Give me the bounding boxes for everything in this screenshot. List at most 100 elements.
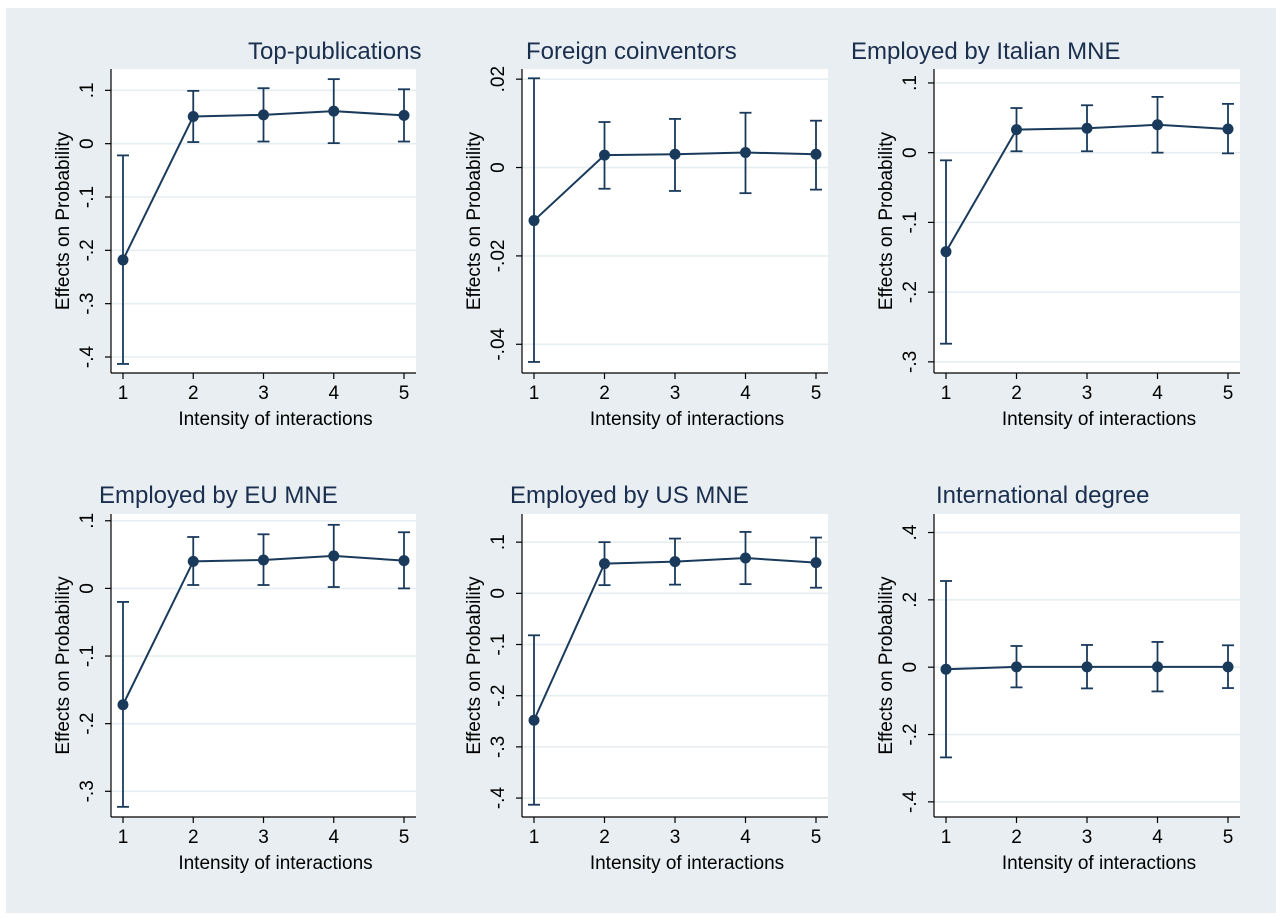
x-tick-label: 2: [1011, 383, 1022, 404]
data-point: [328, 105, 340, 117]
y-tick-label: 0: [488, 162, 509, 173]
data-point: [117, 254, 129, 266]
x-axis-title: Intensity of interactions: [178, 853, 372, 874]
x-tick-label: 4: [1152, 827, 1163, 848]
chart-title: Employed by EU MNE: [99, 482, 338, 509]
chart-panel-6: .4 .2 0 -.2 -.4 1 2 3 4 5 Intensity of interaction…: [876, 482, 1240, 874]
y-axis-title: Effects on Probability: [876, 576, 897, 755]
chart-title: Top-publications: [248, 38, 421, 65]
x-tick-label: 5: [399, 827, 410, 848]
x-tick-label: 4: [328, 827, 339, 848]
x-tick-label: 3: [258, 827, 269, 848]
y-tick-label: -.1: [77, 186, 98, 208]
y-tick-label: -.3: [77, 293, 98, 315]
data-point: [599, 558, 610, 570]
x-tick-label: 1: [941, 383, 952, 404]
data-point: [1081, 661, 1093, 673]
data-point: [740, 147, 751, 159]
data-point: [187, 110, 199, 122]
y-tick-label: .02: [488, 66, 509, 92]
x-tick-label: 3: [1082, 383, 1093, 404]
y-axis-title: Effects on Probability: [53, 131, 74, 310]
chart-title: Foreign coinventors: [526, 38, 737, 65]
data-point: [528, 714, 540, 726]
data-point: [740, 552, 751, 564]
y-tick-label: -.2: [488, 685, 509, 707]
y-tick-label: -.3: [488, 736, 509, 758]
x-tick-label: 5: [1223, 827, 1234, 848]
x-tick-label: 3: [670, 383, 681, 404]
x-tick-label: 5: [811, 827, 822, 848]
chart-panel-5: .1 0 -.1 -.2 -.3 -.4 1 2 3 4 5 Intensity of interac…: [464, 482, 828, 874]
y-axis-title: Effects on Probability: [464, 131, 485, 310]
y-tick-label: .1: [77, 82, 98, 98]
x-axis-title: Intensity of interactions: [590, 853, 784, 874]
y-tick-label: 0: [900, 147, 921, 158]
y-tick-label: 0: [77, 583, 98, 594]
data-point: [1011, 661, 1022, 673]
chart-panel-2: .02 0 -.02 -.04 1 2 3 4 5 Intensity of interactio…: [464, 38, 828, 430]
x-axis-title: Intensity of interactions: [590, 409, 784, 430]
data-point: [258, 109, 269, 121]
y-axis-title: Effects on Probability: [876, 131, 897, 310]
y-tick-label: -.1: [900, 211, 921, 233]
x-tick-label: 4: [740, 383, 751, 404]
chart-panel-4: .1 0 -.1 -.2 -.3 1 2 3 4 5 Intensity of interactio…: [53, 482, 416, 874]
x-tick-label: 5: [811, 383, 822, 404]
chart-title: International degree: [936, 482, 1150, 509]
x-tick-label: 5: [1223, 383, 1234, 404]
x-tick-label: 1: [529, 827, 540, 848]
y-tick-label: .1: [900, 75, 921, 91]
data-point: [1152, 661, 1163, 673]
x-tick-label: 2: [188, 383, 199, 404]
x-tick-label: 3: [1082, 827, 1093, 848]
x-tick-label: 3: [670, 827, 681, 848]
y-tick-label: -.4: [900, 790, 921, 813]
data-point: [810, 148, 822, 160]
y-tick-label: -.2: [900, 281, 921, 303]
y-tick-label: 0: [77, 138, 98, 149]
x-tick-label: 1: [118, 827, 129, 848]
x-tick-label: 4: [740, 827, 751, 848]
data-point: [1081, 122, 1093, 134]
data-point: [599, 149, 610, 161]
data-point: [328, 550, 340, 562]
data-point: [810, 557, 822, 569]
y-tick-label: -.04: [488, 327, 509, 360]
y-tick-label: -.2: [77, 239, 98, 261]
x-tick-label: 2: [1011, 827, 1022, 848]
x-tick-label: 5: [399, 383, 410, 404]
y-tick-label: -.2: [77, 713, 98, 735]
plot-area: [522, 69, 828, 373]
data-point: [258, 554, 269, 566]
data-point: [1011, 124, 1022, 136]
y-axis-title: Effects on Probability: [53, 576, 74, 755]
data-point: [669, 556, 681, 568]
y-tick-label: -.3: [900, 351, 921, 373]
data-point: [528, 215, 540, 227]
data-point: [398, 555, 410, 567]
data-point: [669, 148, 681, 160]
y-tick-label: -.1: [77, 645, 98, 667]
x-tick-label: 2: [599, 827, 610, 848]
x-tick-label: 4: [328, 383, 339, 404]
chart-panel-1: .1 0 -.1 -.2 -.3 -.4 1 2 3 4 5 Intensity of interac…: [53, 38, 421, 430]
y-tick-label: .4: [900, 524, 921, 540]
y-tick-label: .2: [900, 592, 921, 608]
chart-title: Employed by Italian MNE: [851, 38, 1120, 65]
x-tick-label: 2: [188, 827, 199, 848]
y-tick-label: -.4: [77, 345, 98, 368]
x-tick-label: 1: [118, 383, 129, 404]
y-tick-label: .1: [488, 534, 509, 550]
data-point: [1152, 119, 1163, 131]
y-tick-label: -.4: [488, 787, 509, 810]
y-tick-label: 0: [488, 588, 509, 599]
y-tick-label: 0: [900, 662, 921, 673]
x-tick-label: 1: [529, 383, 540, 404]
data-point: [1222, 123, 1234, 135]
y-tick-label: -.3: [77, 780, 98, 802]
x-tick-label: 4: [1152, 383, 1163, 404]
x-axis-title: Intensity of interactions: [1002, 409, 1196, 430]
